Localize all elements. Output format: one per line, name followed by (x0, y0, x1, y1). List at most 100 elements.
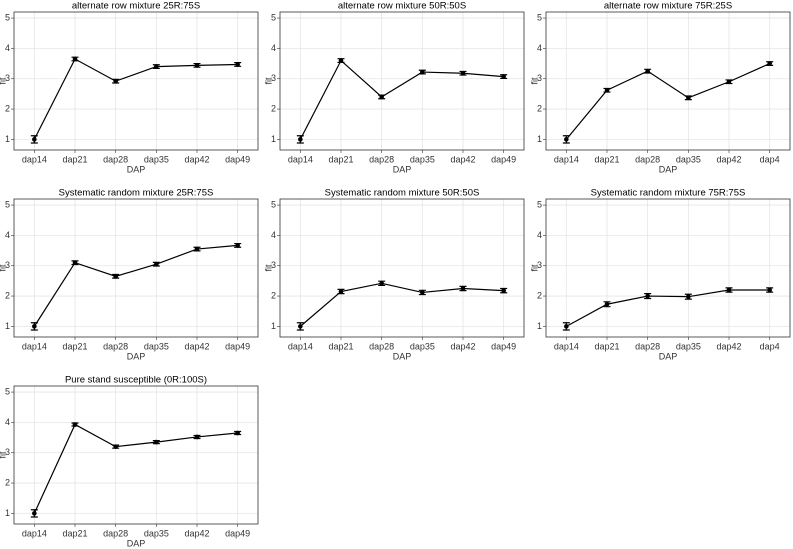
y-tick-label: 2 (5, 477, 10, 487)
data-point (767, 61, 772, 66)
y-tick-label: 3 (5, 73, 10, 83)
plot-border (545, 11, 791, 151)
data-point (686, 95, 691, 101)
data-point (379, 281, 384, 286)
x-tick-label: dap35 (676, 154, 701, 164)
x-tick-label: dap42 (450, 341, 475, 351)
data-line (299, 282, 504, 327)
x-tick-label: dap35 (676, 341, 701, 351)
x-tick-label: dap21 (328, 154, 353, 164)
panel: alternate row mixture 75R:25S 1 2 3 4 5 dap14 d… (529, 1, 791, 174)
plot-border (279, 198, 525, 338)
y-tick-label: 3 (271, 73, 276, 83)
x-tick-label: dap14 (554, 341, 579, 351)
data-point (338, 289, 344, 294)
y-axis-label: fit (0, 264, 7, 272)
data-point (338, 58, 344, 63)
data-point (420, 69, 425, 75)
y-tick-label: 4 (271, 43, 276, 53)
y-tick-label: 2 (271, 103, 276, 113)
x-tick-label: dap21 (328, 341, 353, 351)
data-point (379, 94, 384, 100)
y-tick-label: 2 (537, 103, 542, 113)
data-point (460, 286, 466, 291)
x-tick-label: dap42 (184, 528, 209, 538)
y-tick-label: 3 (5, 447, 10, 457)
y-tick-label: 2 (5, 290, 10, 300)
y-tick-label: 2 (537, 290, 542, 300)
data-point (72, 56, 78, 62)
data-line (33, 423, 238, 514)
panel-title: Systematic random mixture 50R:50S (325, 188, 480, 199)
x-tick-label: dap21 (62, 341, 87, 351)
x-tick-label: dap35 (410, 154, 435, 164)
panel: Pure stand susceptible (0R:100S) 1 2 3 4 5 dap… (0, 375, 259, 548)
x-tick-label: dap28 (369, 341, 394, 351)
y-axis-label: fit (263, 77, 273, 85)
plot-border (13, 198, 259, 338)
data-point (72, 260, 78, 265)
data-point (460, 70, 466, 76)
y-tick-label: 3 (271, 260, 276, 270)
x-tick-label: dap42 (716, 154, 741, 164)
panel: alternate row mixture 25R:75S 1 2 3 4 5 dap14 d… (0, 1, 259, 174)
x-axis-label: DAP (393, 351, 412, 361)
data-point (726, 79, 732, 85)
y-axis-label: fit (529, 264, 539, 272)
y-tick-label: 5 (271, 12, 276, 22)
plot-area (14, 12, 258, 150)
data-point (113, 274, 118, 279)
panel-title: alternate row mixture 50R:50S (338, 1, 466, 12)
x-tick-label: dap14 (554, 154, 579, 164)
data-point (501, 288, 506, 293)
x-tick-label: dap35 (144, 528, 169, 538)
y-tick-label: 5 (537, 12, 542, 22)
x-tick-label: dap14 (22, 154, 47, 164)
y-tick-label: 3 (537, 260, 542, 270)
x-axis-label: DAP (127, 538, 146, 548)
y-tick-label: 4 (537, 230, 542, 240)
plot-border (545, 198, 791, 338)
x-tick-label: dap14 (288, 154, 313, 164)
data-point (564, 137, 569, 142)
data-point (154, 64, 159, 69)
y-tick-label: 5 (537, 199, 542, 209)
plot-area (14, 199, 258, 337)
data-point (154, 261, 159, 267)
x-tick-label: dap35 (144, 341, 169, 351)
y-tick-label: 1 (271, 321, 276, 331)
data-point (604, 301, 610, 307)
x-tick-label: dap14 (288, 341, 313, 351)
plot-area (546, 12, 790, 150)
data-point (767, 287, 772, 293)
x-tick-label: dap42 (450, 154, 475, 164)
panel-title: alternate row mixture 25R:75S (72, 1, 200, 12)
x-tick-label: dap28 (103, 341, 128, 351)
x-tick-label: dap28 (635, 154, 660, 164)
y-tick-label: 1 (537, 321, 542, 331)
data-line (299, 59, 504, 140)
data-point (113, 444, 118, 449)
data-point (194, 63, 200, 68)
x-tick-label: dap49 (225, 341, 250, 351)
x-tick-label: dap21 (594, 341, 619, 351)
data-point (32, 324, 37, 329)
data-point (564, 324, 569, 329)
data-point (420, 290, 425, 295)
panel: Systematic random mixture 50R:50S 1 2 3 4 5 da… (263, 188, 525, 361)
x-tick-label: dap49 (491, 154, 516, 164)
data-line (565, 63, 770, 140)
x-tick-label: dap14 (22, 528, 47, 538)
y-tick-label: 4 (5, 43, 10, 53)
x-tick-label: dap35 (144, 154, 169, 164)
data-point (194, 434, 200, 440)
x-axis-label: DAP (659, 164, 678, 174)
y-axis-label: fit (529, 77, 539, 85)
y-tick-label: 1 (271, 134, 276, 144)
x-axis-label: DAP (127, 164, 146, 174)
plot-border (13, 11, 259, 151)
data-point (235, 430, 240, 436)
plot-area (14, 386, 258, 524)
y-tick-label: 5 (5, 199, 10, 209)
x-tick-label: dap42 (716, 341, 741, 351)
